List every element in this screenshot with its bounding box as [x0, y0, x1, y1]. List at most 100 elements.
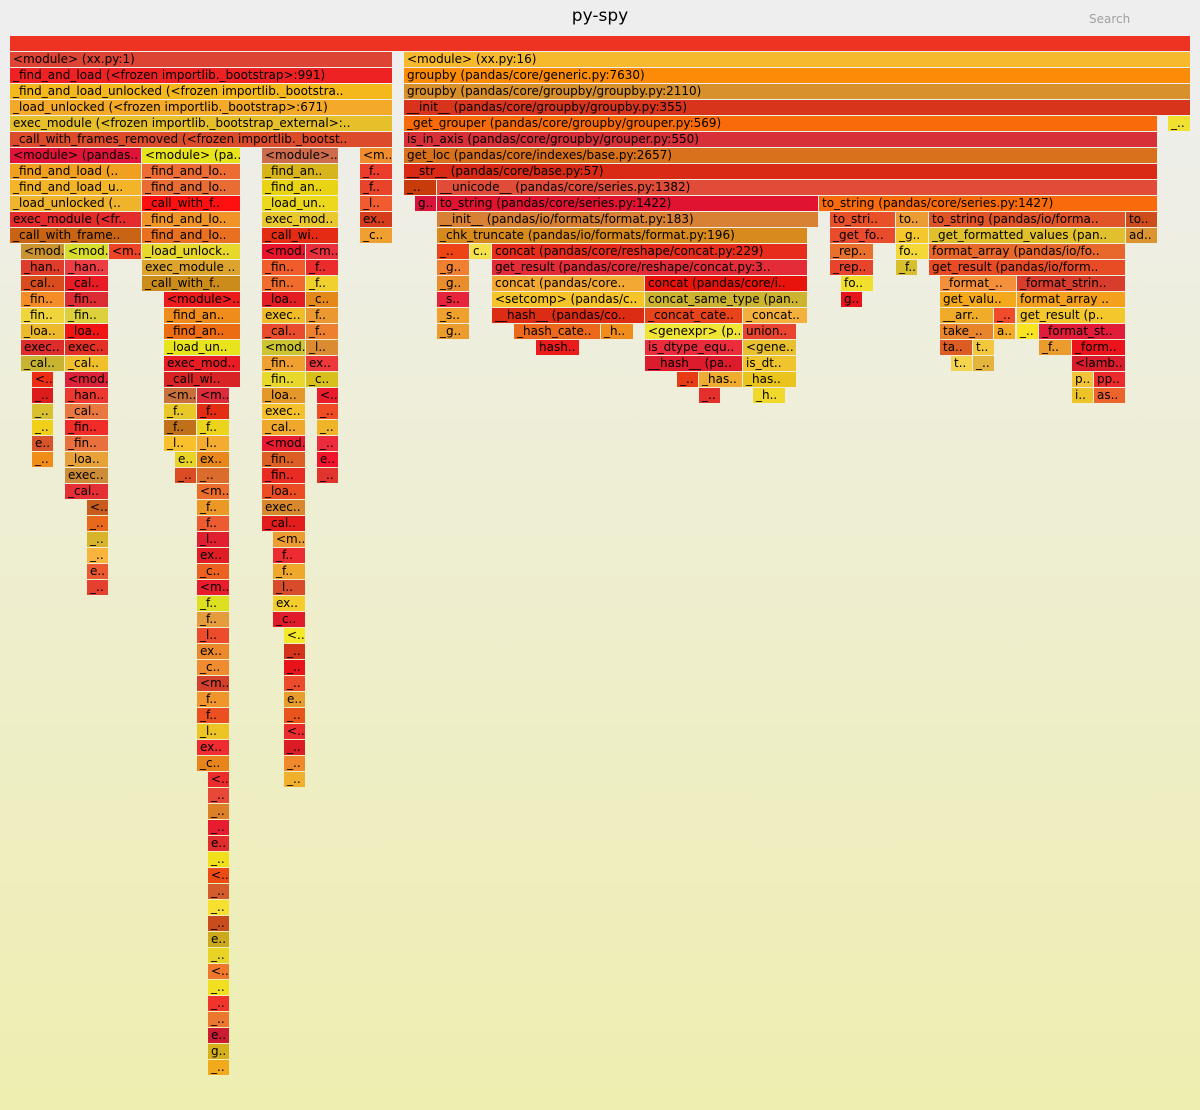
stack-frame[interactable]: __arr.. [940, 308, 993, 323]
stack-frame[interactable]: _cal.. [21, 356, 64, 371]
stack-frame[interactable]: _.. [284, 772, 305, 787]
stack-frame[interactable]: to.. [1126, 212, 1157, 227]
stack-frame[interactable]: _load_un.. [164, 340, 240, 355]
stack-frame[interactable]: ad.. [1126, 228, 1157, 243]
stack-frame[interactable]: _l.. [197, 724, 229, 739]
stack-frame[interactable]: _c.. [197, 564, 229, 579]
stack-frame[interactable]: _loa.. [65, 452, 108, 467]
stack-frame[interactable]: _fin.. [262, 276, 305, 291]
stack-frame[interactable]: _l.. [197, 532, 229, 547]
stack-frame[interactable]: _cal.. [65, 356, 108, 371]
stack-frame[interactable]: exec_module (<frozen importlib._bootstra… [10, 116, 392, 131]
stack-frame[interactable]: _cal.. [262, 420, 305, 435]
stack-frame[interactable]: _fin.. [65, 436, 108, 451]
stack-frame[interactable]: <m.. [197, 388, 229, 403]
stack-frame[interactable]: _.. [284, 660, 305, 675]
stack-frame[interactable]: _.. [32, 404, 53, 419]
stack-frame[interactable]: _.. [284, 708, 305, 723]
stack-frame[interactable]: _f.. [273, 548, 305, 563]
stack-frame[interactable]: <.. [284, 628, 305, 643]
stack-frame[interactable]: fo.. [896, 244, 928, 259]
stack-frame[interactable]: _.. [317, 468, 338, 483]
stack-frame[interactable]: get_valu.. [940, 292, 1016, 307]
stack-frame[interactable]: _c.. [306, 292, 338, 307]
stack-frame[interactable]: _c.. [197, 660, 229, 675]
stack-frame[interactable]: _.. [208, 948, 229, 963]
stack-frame[interactable]: _c.. [360, 228, 392, 243]
stack-frame[interactable]: _get_formatted_values (pan.. [929, 228, 1125, 243]
stack-frame[interactable]: to.. [896, 212, 928, 227]
stack-frame[interactable]: _f.. [360, 164, 392, 179]
stack-frame[interactable]: _f.. [896, 260, 917, 275]
stack-frame[interactable]: _loa.. [65, 324, 108, 339]
stack-frame[interactable]: _f.. [197, 516, 229, 531]
stack-frame[interactable]: <m.. [273, 532, 305, 547]
stack-frame[interactable]: c.. [470, 244, 491, 259]
stack-frame[interactable]: <module> (xx.py:16) [404, 52, 1190, 67]
stack-frame[interactable]: <.. [208, 772, 229, 787]
stack-frame[interactable]: _.. [317, 404, 338, 419]
stack-frame[interactable]: _call_wi.. [262, 228, 338, 243]
stack-frame[interactable]: _f.. [306, 324, 338, 339]
stack-frame[interactable]: _load_unlocked (.. [10, 196, 141, 211]
stack-frame[interactable]: _hash_cate.. [514, 324, 600, 339]
stack-frame[interactable]: _fin.. [65, 420, 108, 435]
stack-frame[interactable]: _.. [208, 1012, 229, 1027]
stack-frame[interactable]: _rep.. [830, 260, 873, 275]
stack-frame[interactable]: <module> (xx.py:1) [10, 52, 392, 67]
stack-frame[interactable]: take_.. [940, 324, 993, 339]
stack-frame[interactable]: _find_and_load_u.. [10, 180, 141, 195]
stack-frame[interactable]: _find_an.. [262, 180, 338, 195]
stack-frame[interactable]: _.. [208, 996, 229, 1011]
stack-frame[interactable]: _.. [317, 436, 338, 451]
stack-frame[interactable]: __init__ (pandas/io/formats/format.py:18… [437, 212, 818, 227]
stack-frame[interactable]: e.. [208, 836, 229, 851]
stack-frame[interactable]: _c.. [197, 756, 229, 771]
stack-frame[interactable]: <gene.. [743, 340, 796, 355]
stack-frame[interactable]: _.. [197, 468, 229, 483]
stack-frame[interactable]: _.. [973, 356, 994, 371]
stack-frame[interactable]: _find_an.. [164, 308, 240, 323]
stack-frame[interactable]: _find_and_lo.. [142, 228, 240, 243]
stack-frame[interactable]: _form.. [1072, 340, 1125, 355]
stack-frame[interactable]: _chk_truncate (pandas/io/formats/format.… [437, 228, 807, 243]
stack-frame[interactable]: _call_with_frame.. [10, 228, 141, 243]
stack-frame[interactable]: concat (pandas/core/reshape/concat.py:22… [492, 244, 807, 259]
stack-frame[interactable]: <.. [208, 964, 229, 979]
stack-frame[interactable]: _fin.. [262, 452, 305, 467]
stack-frame[interactable]: <.. [317, 388, 338, 403]
stack-frame[interactable]: e.. [32, 436, 53, 451]
stack-frame[interactable]: exec.. [262, 404, 305, 419]
stack-frame[interactable]: _.. [284, 756, 305, 771]
stack-frame[interactable]: to_string (pandas/io/forma.. [929, 212, 1125, 227]
stack-frame[interactable]: _fin.. [65, 292, 108, 307]
stack-frame[interactable]: _l.. [197, 628, 229, 643]
stack-frame[interactable]: e.. [208, 1028, 229, 1043]
stack-frame[interactable]: <.. [87, 500, 108, 515]
stack-frame[interactable]: _find_and_load (.. [10, 164, 141, 179]
stack-frame[interactable]: is_dt.. [743, 356, 796, 371]
stack-frame[interactable]: _l.. [164, 436, 196, 451]
stack-frame[interactable]: _g.. [437, 276, 469, 291]
stack-frame[interactable]: exec.. [262, 308, 305, 323]
stack-frame[interactable]: ex.. [197, 644, 229, 659]
stack-frame[interactable]: <mod.. [65, 372, 108, 387]
stack-frame[interactable]: exec.. [21, 340, 64, 355]
stack-frame[interactable]: _c.. [273, 612, 305, 627]
stack-frame[interactable]: exec_module .. [142, 260, 240, 275]
stack-frame[interactable]: ex.. [273, 596, 305, 611]
stack-frame[interactable]: <m.. [306, 244, 338, 259]
stack-frame[interactable]: _find_an.. [262, 164, 338, 179]
stack-frame[interactable]: _load_unlocked (<frozen importlib._boots… [10, 100, 392, 115]
stack-frame[interactable]: _f.. [197, 500, 229, 515]
stack-frame[interactable]: exec.. [65, 340, 108, 355]
stack-frame[interactable]: <.. [284, 724, 305, 739]
stack-frame[interactable]: _loa.. [262, 292, 305, 307]
stack-frame[interactable]: ex.. [360, 212, 392, 227]
stack-frame[interactable]: _f.. [197, 596, 229, 611]
stack-frame[interactable]: _call_wi.. [164, 372, 240, 387]
stack-frame[interactable]: _f.. [306, 260, 338, 275]
stack-frame[interactable]: _.. [32, 452, 53, 467]
stack-frame[interactable]: _l.. [197, 436, 229, 451]
stack-frame[interactable]: _s.. [437, 292, 469, 307]
